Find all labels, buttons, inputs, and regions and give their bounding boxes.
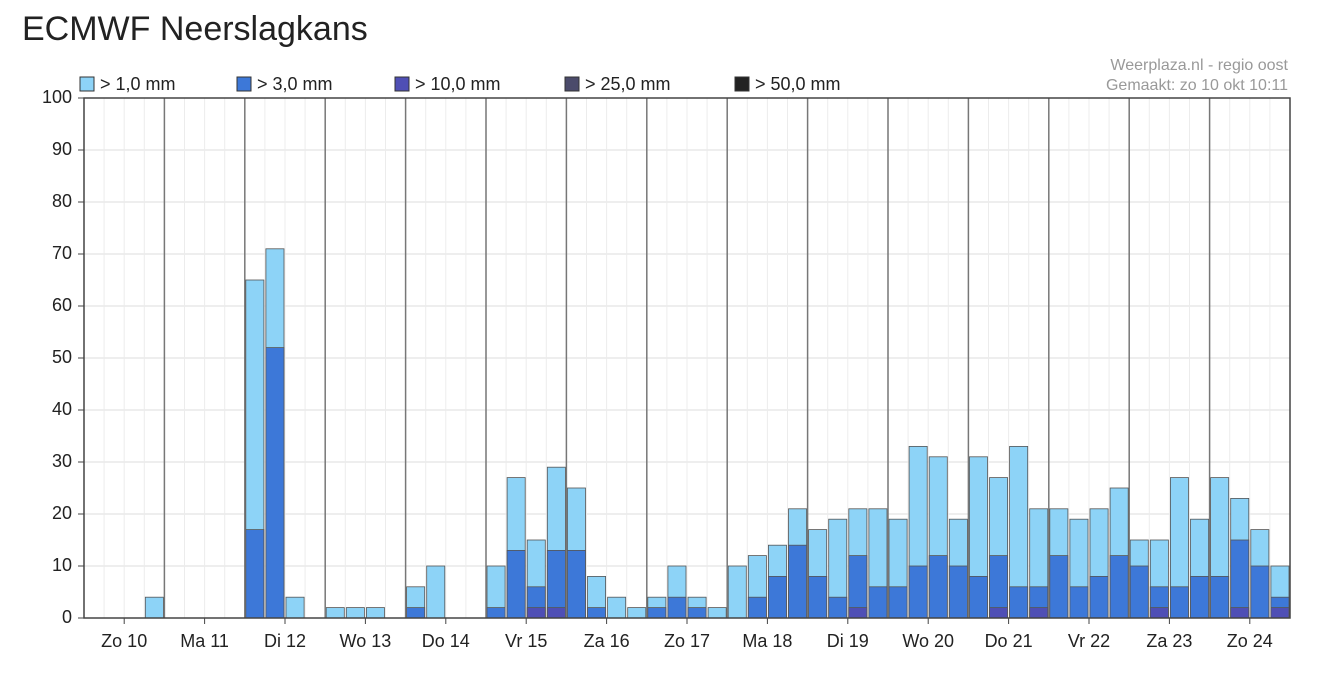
bar <box>546 607 566 619</box>
bar <box>567 550 586 619</box>
legend-swatch <box>236 76 252 92</box>
bar <box>707 607 727 619</box>
bar <box>768 576 787 619</box>
x-tick-label: Vr 15 <box>505 631 547 651</box>
legend-swatch <box>394 76 410 92</box>
y-tick-label: 50 <box>52 347 72 367</box>
bar <box>345 607 365 619</box>
legend-label: > 25,0 mm <box>585 74 671 94</box>
x-tick-label: Do 21 <box>985 631 1033 651</box>
bar <box>1210 576 1230 619</box>
bar <box>1250 565 1270 619</box>
bar <box>144 596 164 619</box>
bar <box>828 596 848 619</box>
legend-swatch <box>734 76 750 92</box>
bar <box>265 347 285 619</box>
x-tick-label: Vr 22 <box>1068 631 1110 651</box>
bar <box>1069 586 1089 619</box>
bar <box>808 576 828 619</box>
bar <box>727 565 747 619</box>
bar <box>285 596 305 619</box>
bar <box>1049 555 1069 619</box>
legend-label: > 3,0 mm <box>257 74 333 94</box>
x-tick-label: Ma 18 <box>742 631 792 651</box>
chart-title: ECMWF Neerslagkans <box>22 10 368 48</box>
y-tick-label: 100 <box>42 87 72 107</box>
bar <box>245 529 265 619</box>
y-tick-label: 20 <box>52 503 72 523</box>
y-tick-label: 60 <box>52 295 72 315</box>
bar <box>365 607 385 619</box>
bar <box>747 596 767 619</box>
bar <box>325 607 345 619</box>
x-tick-label: Wo 13 <box>340 631 392 651</box>
bar <box>627 607 647 619</box>
bar <box>788 544 808 619</box>
legend-label: > 1,0 mm <box>100 74 176 94</box>
legend-label: > 10,0 mm <box>415 74 501 94</box>
y-tick-label: 0 <box>62 607 72 627</box>
plot-frame <box>83 97 1291 619</box>
bar <box>486 607 506 619</box>
bar <box>868 586 888 619</box>
y-tick-label: 80 <box>52 191 72 211</box>
bar <box>1029 607 1049 619</box>
bar <box>928 555 948 619</box>
x-tick-label: Wo 20 <box>902 631 954 651</box>
bar <box>667 596 687 619</box>
bar <box>1129 565 1149 619</box>
y-tick-label: 70 <box>52 243 72 263</box>
y-tick-label: 30 <box>52 451 72 471</box>
bar <box>687 607 707 619</box>
x-tick-label: Di 19 <box>827 631 869 651</box>
legend-swatch <box>564 76 580 92</box>
bar <box>1089 576 1109 619</box>
bar <box>989 607 1009 619</box>
bar <box>848 607 868 619</box>
y-tick-label: 10 <box>52 555 72 575</box>
x-tick-label: Di 12 <box>264 631 306 651</box>
bar <box>1149 607 1169 619</box>
x-tick-label: Zo 24 <box>1227 631 1273 651</box>
bar <box>1009 586 1029 619</box>
bar <box>1230 607 1250 619</box>
bar <box>1190 576 1210 619</box>
legend-swatch <box>79 76 95 92</box>
x-tick-label: Zo 17 <box>664 631 710 651</box>
bar <box>1109 555 1129 619</box>
bar <box>426 565 446 619</box>
x-tick-label: Za 16 <box>584 631 630 651</box>
source-note: Weerplaza.nl - regio oost <box>1110 57 1288 74</box>
legend-label: > 50,0 mm <box>755 74 841 94</box>
bar <box>1270 607 1290 619</box>
bar <box>607 596 627 619</box>
bar <box>587 607 607 619</box>
y-tick-label: 90 <box>52 139 72 159</box>
bar <box>969 576 988 619</box>
x-tick-label: Zo 10 <box>101 631 147 651</box>
bar <box>647 607 667 619</box>
created-note: Gemaakt: zo 10 okt 10:11 <box>1106 77 1288 94</box>
bar <box>406 607 426 619</box>
y-tick-label: 40 <box>52 399 72 419</box>
bar <box>948 565 968 619</box>
x-tick-label: Ma 11 <box>180 631 229 651</box>
bar <box>506 550 526 619</box>
x-tick-label: Do 14 <box>422 631 470 651</box>
bar <box>1230 539 1250 619</box>
bar <box>908 565 928 619</box>
bar <box>1170 586 1189 619</box>
bar <box>526 607 546 619</box>
bar <box>888 586 908 619</box>
x-tick-label: Za 23 <box>1146 631 1192 651</box>
